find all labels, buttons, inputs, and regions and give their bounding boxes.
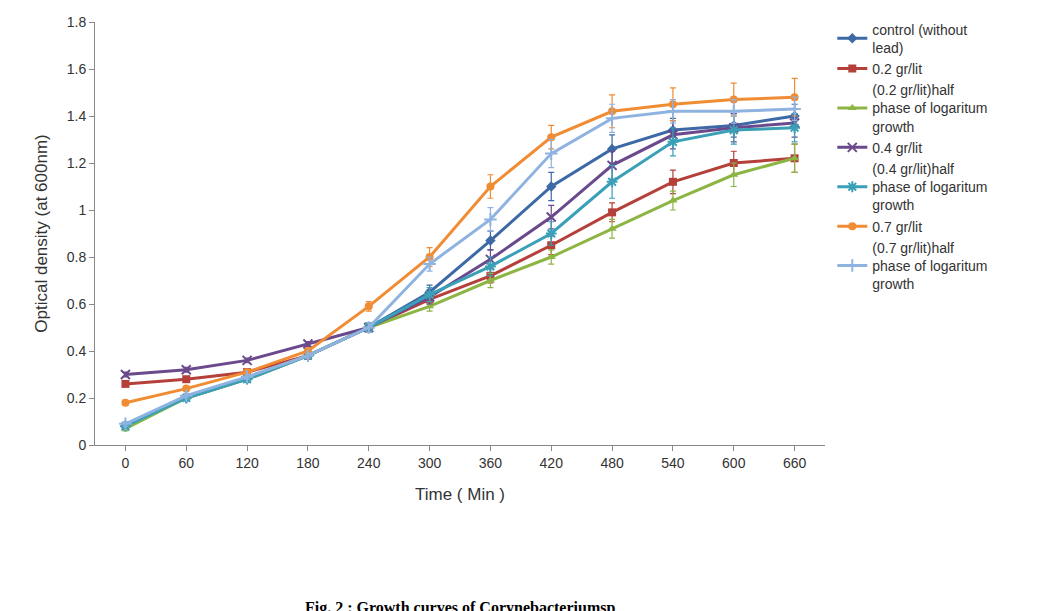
svg-text:0: 0 (122, 455, 130, 471)
svg-text:600: 600 (722, 455, 746, 471)
svg-text:0.6: 0.6 (67, 296, 87, 312)
svg-text:(0.2 gr/lit)halfphase of logar: (0.2 gr/lit)halfphase of logaritumgrowth (872, 82, 987, 134)
svg-text:(0.4 gr/lit)halfphase of logar: (0.4 gr/lit)halfphase of logaritumgrowth (872, 161, 987, 213)
svg-text:0.2: 0.2 (67, 390, 87, 406)
svg-text:0: 0 (78, 437, 86, 453)
svg-text:1.8: 1.8 (67, 14, 87, 30)
svg-text:Time ( Min ): Time ( Min ) (415, 485, 505, 504)
svg-text:0.2 gr/lit: 0.2 gr/lit (872, 61, 922, 77)
svg-text:300: 300 (418, 455, 442, 471)
svg-text:1.6: 1.6 (67, 61, 87, 77)
svg-text:0.8: 0.8 (67, 249, 87, 265)
svg-text:480: 480 (600, 455, 624, 471)
svg-text:360: 360 (479, 455, 503, 471)
svg-text:1.4: 1.4 (67, 108, 87, 124)
svg-text:control (withoutlead): control (withoutlead) (872, 22, 967, 56)
svg-text:(0.7 gr/lit)halfphase of logar: (0.7 gr/lit)halfphase of logaritumgrowth (872, 240, 987, 292)
svg-text:0.4 gr/lit: 0.4 gr/lit (872, 140, 922, 156)
svg-text:540: 540 (661, 455, 685, 471)
svg-text:1: 1 (78, 202, 86, 218)
svg-text:60: 60 (178, 455, 194, 471)
svg-text:240: 240 (357, 455, 381, 471)
svg-text:420: 420 (540, 455, 564, 471)
svg-text:Fig. 2 : Growth curves of Cory: Fig. 2 : Growth curves of Corynebacteriu… (305, 599, 615, 611)
svg-text:120: 120 (235, 455, 259, 471)
svg-text:0.4: 0.4 (67, 343, 87, 359)
svg-text:660: 660 (783, 455, 807, 471)
svg-text:Optical density (at 600nm): Optical density (at 600nm) (32, 134, 51, 332)
svg-text:180: 180 (296, 455, 320, 471)
svg-text:0.7 gr/lit: 0.7 gr/lit (872, 219, 922, 235)
svg-text:1.2: 1.2 (67, 155, 87, 171)
